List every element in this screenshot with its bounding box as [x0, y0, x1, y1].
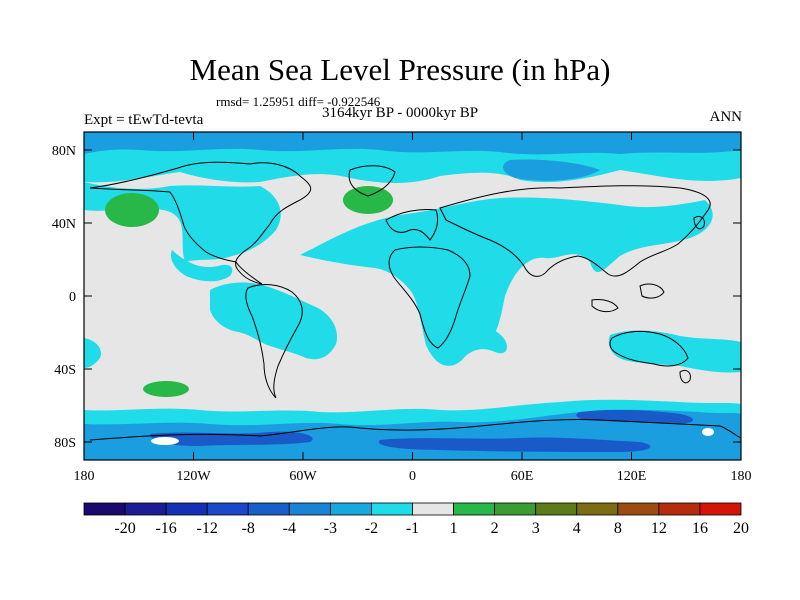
colorbar-box	[658, 502, 701, 516]
lat-tick-label: 0	[69, 290, 76, 305]
north-pacific-positive	[105, 193, 159, 227]
colorbar-box	[288, 502, 331, 516]
colorbar-box	[617, 502, 660, 516]
colorbar-box	[412, 502, 454, 516]
colorbar-label: 1	[450, 520, 458, 537]
north-atlantic-positive	[343, 186, 393, 214]
period-subtitle: 3164kyr BP - 0000kyr BP	[321, 105, 479, 121]
southern-ocean-dark-3	[378, 437, 651, 452]
chart-title: Mean Sea Level Pressure (in hPa)	[189, 52, 611, 87]
lon-tick-label: 180	[74, 469, 95, 484]
colorbar-label: 4	[573, 520, 581, 537]
lon-tick-label: 120E	[617, 469, 647, 484]
colorbar-label: -2	[365, 520, 378, 537]
colorbar	[83, 502, 742, 516]
eurasia-negative-region	[300, 197, 713, 351]
lon-tick-label: 60W	[289, 469, 317, 484]
colorbar-label: -16	[155, 520, 176, 537]
colorbar-box	[453, 502, 496, 516]
lon-tick-label: 60E	[511, 469, 534, 484]
antarctic-spot	[151, 437, 179, 445]
colorbar-box	[165, 502, 208, 516]
arctic-medium-blue-2	[503, 159, 600, 181]
lon-tick-label: 0	[409, 469, 416, 484]
colorbar-label: -3	[324, 520, 337, 537]
southern-ocean-dark	[150, 431, 313, 446]
pacific-tongue	[170, 250, 233, 282]
colorbar-label: 3	[532, 520, 540, 537]
lon-tick-label: 120W	[176, 469, 211, 484]
colorbar-box	[699, 502, 742, 516]
colorbar-label: -12	[197, 520, 218, 537]
colorbar-label: 2	[491, 520, 499, 537]
colorbar-box	[576, 502, 619, 516]
colorbar-box	[535, 502, 578, 516]
lat-axis	[84, 149, 741, 443]
lat-tick-label: 80S	[54, 436, 76, 451]
colorbar-box	[247, 502, 290, 516]
colorbar-box	[371, 502, 413, 516]
south-pacific-positive	[143, 381, 189, 397]
colorbar-label: -4	[283, 520, 296, 537]
colorbar-label: 20	[733, 520, 749, 537]
lat-tick-label: 40N	[52, 217, 76, 232]
arctic-medium-blue	[84, 132, 741, 155]
west-edge-negative	[84, 338, 101, 368]
indian-ocean-negative	[426, 320, 507, 366]
season-label: ANN	[709, 109, 743, 125]
colorbar-label: 16	[692, 520, 708, 537]
colorbar-box	[206, 502, 249, 516]
south-america-negative	[210, 282, 338, 360]
colorbar-label: -20	[114, 520, 135, 537]
antarctic-spot-2	[702, 428, 714, 436]
lat-tick-label: 80N	[52, 144, 76, 159]
lon-axis	[193, 132, 632, 460]
colorbar-label: 8	[614, 520, 622, 537]
stats-text: rmsd= 1.25951 diff= -0.922546	[216, 94, 381, 109]
colorbar-labels: -20 -16 -12 -8 -4 -3 -2 -1 1 2 3 4 8 12 16 20	[114, 520, 749, 537]
colorbar-label: 12	[651, 520, 667, 537]
coastlines	[89, 161, 741, 441]
map-panel	[84, 132, 741, 460]
colorbar-label: -8	[242, 520, 255, 537]
colorbar-label: -1	[406, 520, 419, 537]
colorbar-box	[83, 502, 126, 516]
lat-tick-label: 40S	[54, 363, 76, 378]
lon-tick-label: 180	[731, 469, 752, 484]
colorbar-box	[494, 502, 537, 516]
colorbar-box	[124, 502, 167, 516]
experiment-label: Expt = tEwTd-tevta	[84, 112, 204, 128]
colorbar-box	[329, 502, 372, 516]
